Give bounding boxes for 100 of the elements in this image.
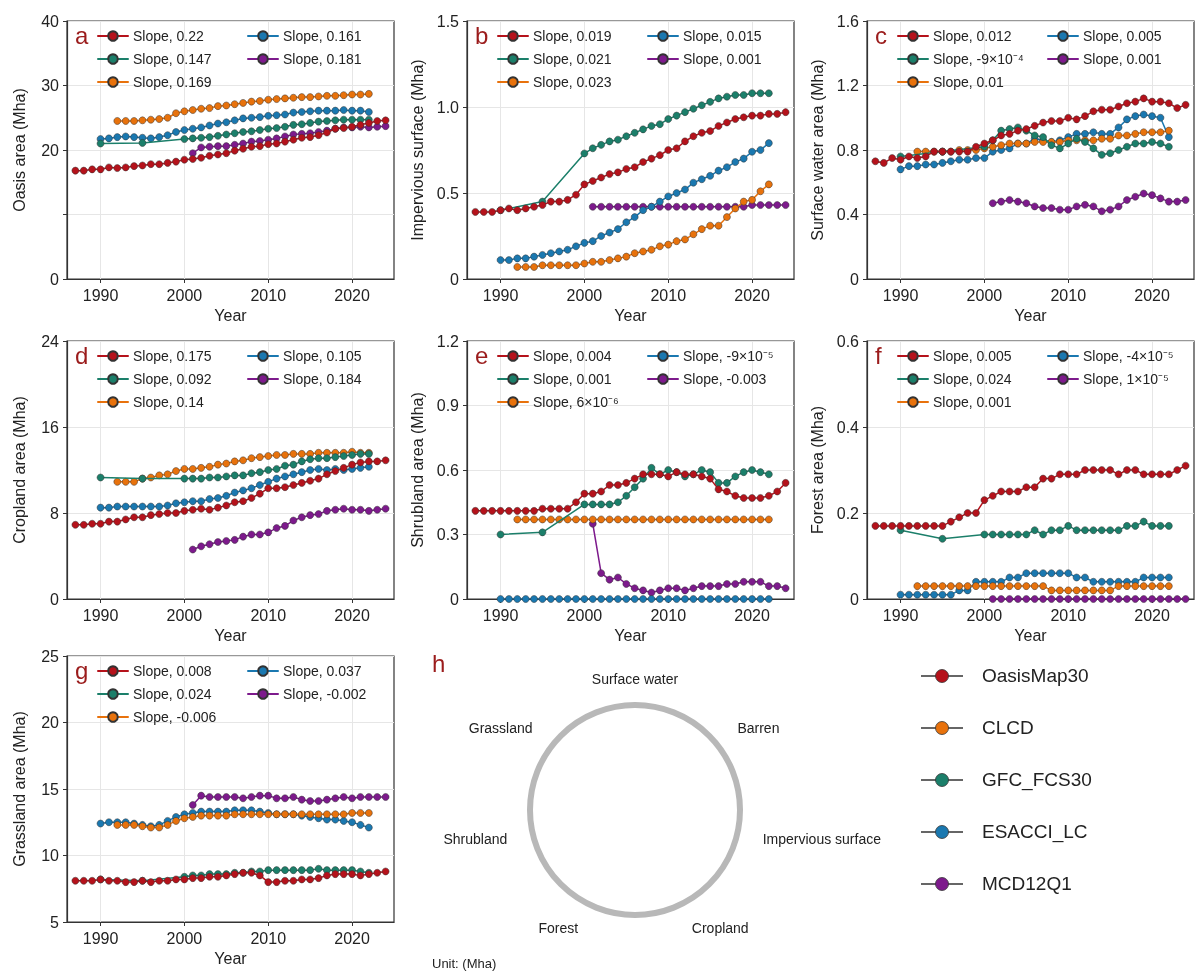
x-tick-label: 2010 xyxy=(1050,286,1087,304)
legend-label: Slope, -0.003 xyxy=(683,371,767,387)
y-axis-title: Cropland area (Mha) xyxy=(10,396,28,544)
y-axis-title: Oasis area (Mha) xyxy=(10,88,28,212)
chart-title: d xyxy=(75,341,89,369)
legend-label: Slope, 0.012 xyxy=(933,28,1012,44)
x-tick-label: 2000 xyxy=(966,286,1003,304)
y-tick-label: 24 xyxy=(41,332,60,350)
y-tick-label: 8 xyxy=(50,504,60,522)
y-tick-label: 0.2 xyxy=(836,504,860,522)
legend-label: Slope, 0.024 xyxy=(133,686,212,702)
y-axis-title: Impervious surface (Mha) xyxy=(409,59,427,241)
x-axis-title: Year xyxy=(214,950,248,968)
legend-label: Slope, -9×10⁻⁵ xyxy=(683,348,774,364)
category-label: Grassland xyxy=(468,720,533,737)
y-tick-label: 0 xyxy=(50,270,60,288)
x-tick-label: 2010 xyxy=(250,606,287,624)
x-tick-label: 2020 xyxy=(734,286,770,304)
chart-title: c xyxy=(875,21,887,49)
y-tick-label: 0 xyxy=(850,270,860,288)
x-tick-label: 1990 xyxy=(82,929,119,947)
x-tick-label: 1990 xyxy=(482,606,519,624)
x-axis-title: Year xyxy=(1014,307,1048,325)
legend-label: Slope, 0.005 xyxy=(1083,28,1162,44)
y-tick-label: 25 xyxy=(41,647,60,665)
legend-label: Slope, 0.024 xyxy=(933,371,1012,387)
legend-label: Slope, 0.175 xyxy=(133,348,212,364)
x-tick-label: 1990 xyxy=(882,606,919,624)
legend-label: Slope, 0.037 xyxy=(283,663,362,679)
category-label: Barren xyxy=(737,720,780,737)
x-axis-title: Year xyxy=(614,307,648,325)
y-axis-title: Shrubland area (Mha) xyxy=(409,392,427,548)
category-label: OasisMap30 xyxy=(982,665,1089,687)
legend-label: Slope, 0.181 xyxy=(283,51,362,67)
y-tick-label: 0 xyxy=(450,270,460,288)
text: h xyxy=(432,650,446,678)
y-tick-label: 1.6 xyxy=(836,12,860,30)
x-tick-label: 1990 xyxy=(82,286,119,304)
chart-title: a xyxy=(75,21,89,49)
x-tick-label: 2000 xyxy=(166,286,203,304)
legend-label: Slope, 6×10⁻⁶ xyxy=(533,394,619,410)
y-tick-label: 0.6 xyxy=(436,461,460,479)
y-tick-label: 10 xyxy=(41,847,60,864)
y-axis-title: Grassland area (Mha) xyxy=(10,711,28,867)
x-tick-label: 2000 xyxy=(566,286,603,304)
category-label: ESACCI_LC xyxy=(982,821,1088,843)
y-tick-label: 1.2 xyxy=(436,332,460,350)
legend-label: Slope, 0.001 xyxy=(933,394,1012,410)
x-axis-title: Year xyxy=(614,627,648,645)
x-tick-label: 2010 xyxy=(250,929,287,947)
legend-label: Slope, -0.006 xyxy=(133,709,217,725)
legend-label: Slope, 0.22 xyxy=(133,28,205,44)
y-tick-label: 5 xyxy=(50,913,60,931)
chart-title: g xyxy=(75,656,89,684)
legend-label: Slope, -4×10⁻⁵ xyxy=(1083,348,1174,364)
y-tick-label: 0.8 xyxy=(836,141,860,159)
legend-label: Slope, 0.01 xyxy=(933,74,1005,90)
legend-label: Slope, 0.161 xyxy=(283,28,362,44)
x-axis-title: Year xyxy=(214,307,248,325)
chart-title: f xyxy=(875,341,882,369)
x-axis-title: Year xyxy=(214,627,248,645)
y-tick-label: 0.9 xyxy=(436,397,460,414)
y-tick-label: 1.0 xyxy=(436,98,460,116)
chart-title: b xyxy=(475,21,489,49)
legend-label: Slope, 1×10⁻⁵ xyxy=(1083,371,1169,387)
legend-label: Slope, 0.001 xyxy=(683,51,762,67)
x-tick-label: 1990 xyxy=(882,286,919,304)
category-label: GFC_FCS30 xyxy=(982,769,1092,791)
x-tick-label: 2000 xyxy=(166,606,203,624)
x-axis-title: Year xyxy=(1014,627,1048,645)
y-tick-label: 0.5 xyxy=(436,184,460,202)
y-tick-label: 0.6 xyxy=(836,332,860,350)
y-tick-label: 1.2 xyxy=(836,77,860,94)
y-tick-label: 16 xyxy=(41,418,60,436)
legend-label: Slope, 0.001 xyxy=(1083,51,1162,67)
x-tick-label: 2020 xyxy=(334,929,370,947)
y-axis-title: Forest area (Mha) xyxy=(809,405,827,535)
legend-label: Slope, 0.005 xyxy=(933,348,1012,364)
y-tick-label: 0 xyxy=(450,590,460,608)
x-tick-label: 2020 xyxy=(1134,286,1170,304)
x-tick-label: 1990 xyxy=(482,286,519,304)
y-tick-label: 30 xyxy=(41,77,60,94)
category-label: MCD12Q1 xyxy=(982,873,1072,895)
y-tick-label: 20 xyxy=(41,714,60,731)
legend-label: Slope, 0.001 xyxy=(533,371,612,387)
x-tick-label: 2010 xyxy=(1050,606,1087,624)
y-tick-label: 0.4 xyxy=(836,418,860,436)
category-label: Surface water xyxy=(591,671,679,687)
legend-label: Slope, 0.092 xyxy=(133,371,212,387)
legend-label: Slope, 0.169 xyxy=(133,74,212,90)
legend-label: Slope, 0.105 xyxy=(283,348,362,364)
legend-label: Slope, 0.004 xyxy=(533,348,612,364)
legend-label: Slope, 0.147 xyxy=(133,51,212,67)
legend-label: Slope, 0.14 xyxy=(133,394,205,410)
category-label: Impervious surface xyxy=(762,831,881,848)
text: Unit: (Mha) xyxy=(432,956,497,971)
legend-label: Slope, 0.015 xyxy=(683,28,762,44)
legend-label: Slope, 0.184 xyxy=(283,371,362,387)
legend-label: Slope, 0.008 xyxy=(133,663,212,679)
y-tick-label: 0 xyxy=(850,590,860,608)
